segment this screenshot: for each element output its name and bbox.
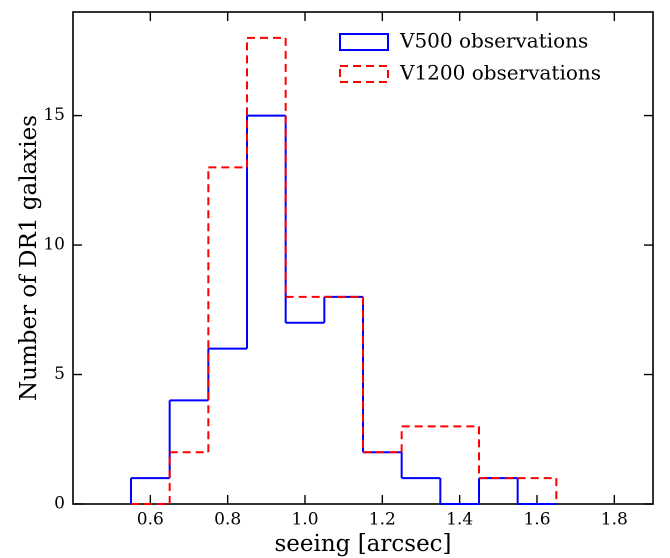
legend-label: V1200 observations xyxy=(399,61,601,85)
legend-swatch xyxy=(339,33,389,51)
x-axis-label: seeing [arcsec] xyxy=(274,531,451,557)
x-tick-label: 1.8 xyxy=(601,510,628,530)
x-tick-label: 1.6 xyxy=(523,510,550,530)
x-tick-label: 0.6 xyxy=(137,510,164,530)
y-tick-label: 0 xyxy=(54,494,65,514)
plot-frame xyxy=(72,11,654,505)
x-tick-label: 1.4 xyxy=(446,510,473,530)
y-tick-label: 5 xyxy=(54,364,65,384)
y-axis-label: Number of DR1 galaxies xyxy=(16,115,42,401)
legend-label: V500 observations xyxy=(399,29,588,53)
y-tick-label: 10 xyxy=(43,235,65,255)
x-tick-label: 0.8 xyxy=(214,510,241,530)
y-tick-label: 15 xyxy=(43,105,65,125)
x-tick-label: 1.0 xyxy=(291,510,318,530)
x-tick-label: 1.2 xyxy=(369,510,396,530)
legend-swatch xyxy=(339,65,389,83)
